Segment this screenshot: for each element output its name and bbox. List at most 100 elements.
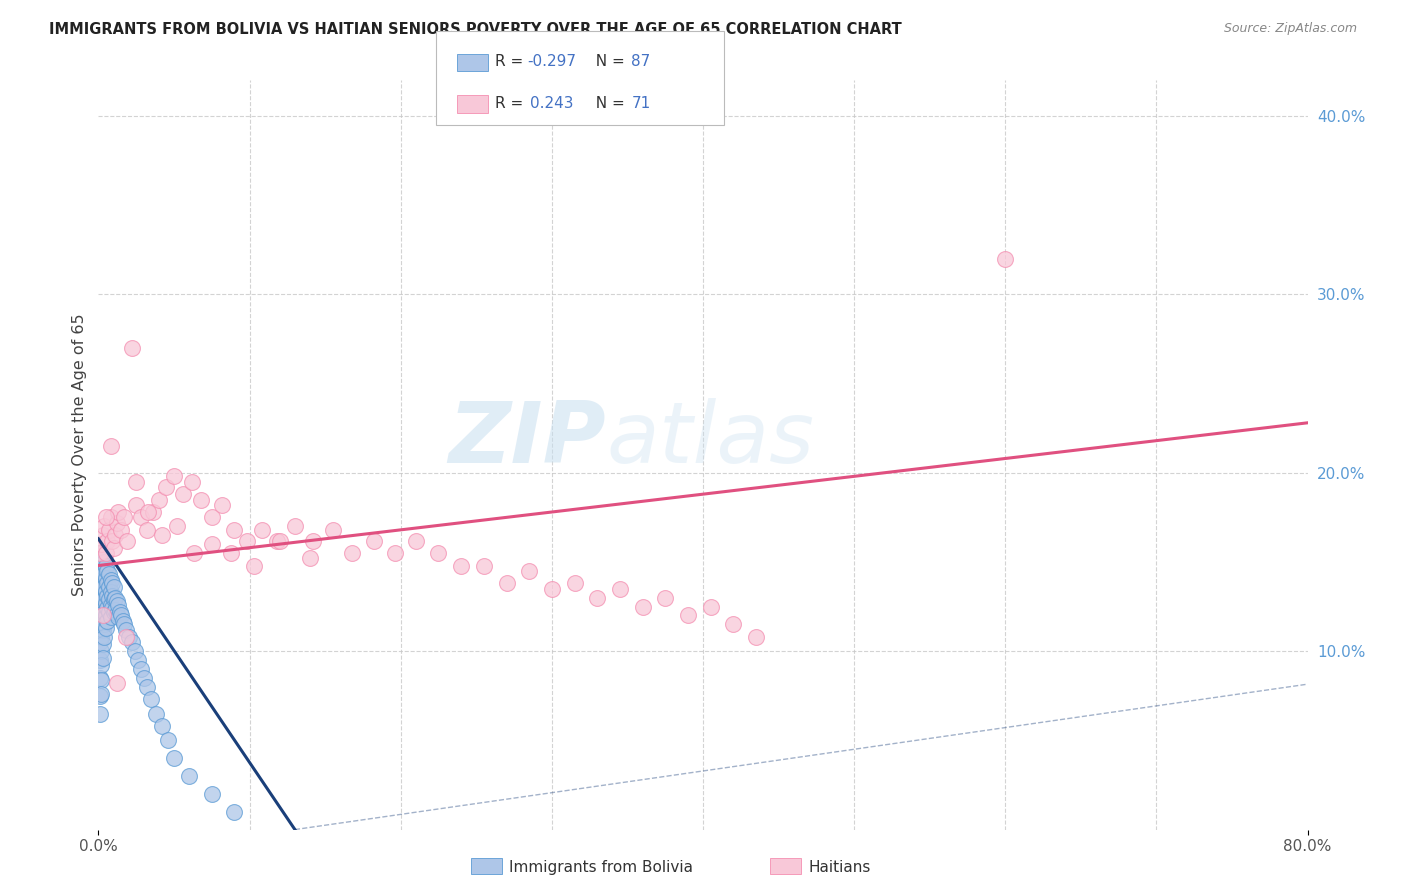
Point xyxy=(121,341,143,355)
Point xyxy=(89,582,111,596)
Point xyxy=(115,533,138,548)
Point xyxy=(103,541,125,555)
Point xyxy=(103,605,125,619)
Point xyxy=(100,610,122,624)
Point xyxy=(89,689,111,703)
Point xyxy=(98,592,121,607)
Text: N =: N = xyxy=(586,54,630,69)
Point xyxy=(135,523,157,537)
Text: IMMIGRANTS FROM BOLIVIA VS HAITIAN SENIORS POVERTY OVER THE AGE OF 65 CORRELATIO: IMMIGRANTS FROM BOLIVIA VS HAITIAN SENIO… xyxy=(49,22,903,37)
Point xyxy=(89,546,111,560)
Point xyxy=(384,546,406,560)
Point xyxy=(89,706,111,721)
Point xyxy=(540,582,562,596)
Point xyxy=(114,623,136,637)
Point xyxy=(495,576,517,591)
Point xyxy=(121,635,143,649)
Point xyxy=(322,523,344,537)
Point xyxy=(96,564,118,578)
Point xyxy=(94,608,117,623)
Point xyxy=(104,603,127,617)
Point xyxy=(93,617,115,632)
Point xyxy=(90,587,112,601)
Text: 71: 71 xyxy=(631,96,651,111)
Point xyxy=(145,706,167,721)
Point xyxy=(107,598,129,612)
Point xyxy=(89,653,111,667)
Point xyxy=(103,580,125,594)
Point xyxy=(104,528,127,542)
Point xyxy=(91,608,114,623)
Point xyxy=(91,566,114,580)
Point xyxy=(94,596,117,610)
Point xyxy=(105,607,128,621)
Point xyxy=(89,546,111,560)
Point xyxy=(90,558,112,573)
Text: R =: R = xyxy=(495,54,529,69)
Point xyxy=(136,505,159,519)
Point xyxy=(427,546,450,560)
Point xyxy=(105,594,128,608)
Point xyxy=(155,480,177,494)
Point xyxy=(91,580,114,594)
Point xyxy=(201,537,224,551)
Point xyxy=(631,599,654,614)
Point xyxy=(90,615,112,630)
Point xyxy=(91,623,114,637)
Point xyxy=(93,567,115,582)
Point xyxy=(101,589,124,603)
Text: 87: 87 xyxy=(631,54,651,69)
Point xyxy=(90,573,112,587)
Point xyxy=(105,676,128,690)
Text: atlas: atlas xyxy=(606,399,814,482)
Point xyxy=(201,787,224,801)
Point xyxy=(723,617,745,632)
Point xyxy=(107,610,129,624)
Point xyxy=(166,519,188,533)
Point xyxy=(107,505,129,519)
Point xyxy=(141,692,163,706)
Point xyxy=(91,608,114,623)
Point xyxy=(201,510,224,524)
Point xyxy=(221,546,243,560)
Point xyxy=(103,592,125,607)
Point xyxy=(450,558,472,573)
Point xyxy=(127,653,149,667)
Text: N =: N = xyxy=(586,96,630,111)
Point xyxy=(243,558,266,573)
Point xyxy=(125,498,148,512)
Point xyxy=(96,589,118,603)
Point xyxy=(96,533,118,548)
Point xyxy=(224,805,246,819)
Point xyxy=(299,551,322,566)
Text: R =: R = xyxy=(495,96,533,111)
Point xyxy=(91,594,114,608)
Point xyxy=(90,644,112,658)
Text: -0.297: -0.297 xyxy=(527,54,576,69)
Point xyxy=(90,630,112,644)
Point xyxy=(564,576,586,591)
Point xyxy=(250,523,273,537)
Point xyxy=(96,601,118,615)
Point xyxy=(98,580,121,594)
Point xyxy=(183,546,205,560)
Text: Haitians: Haitians xyxy=(808,860,870,874)
Point xyxy=(94,583,117,598)
Y-axis label: Seniors Poverty Over the Age of 65: Seniors Poverty Over the Age of 65 xyxy=(72,314,87,596)
Point xyxy=(745,630,768,644)
Point xyxy=(89,671,111,685)
Point xyxy=(89,564,111,578)
Point xyxy=(111,614,134,628)
Point xyxy=(129,510,152,524)
Point xyxy=(586,591,609,605)
Point xyxy=(156,733,179,747)
Point xyxy=(148,492,170,507)
Point xyxy=(93,580,115,594)
Point xyxy=(100,598,122,612)
Point xyxy=(89,635,111,649)
Point xyxy=(94,571,117,585)
Point xyxy=(517,564,540,578)
Point xyxy=(224,523,246,537)
Text: Immigrants from Bolivia: Immigrants from Bolivia xyxy=(509,860,693,874)
Point xyxy=(172,487,194,501)
